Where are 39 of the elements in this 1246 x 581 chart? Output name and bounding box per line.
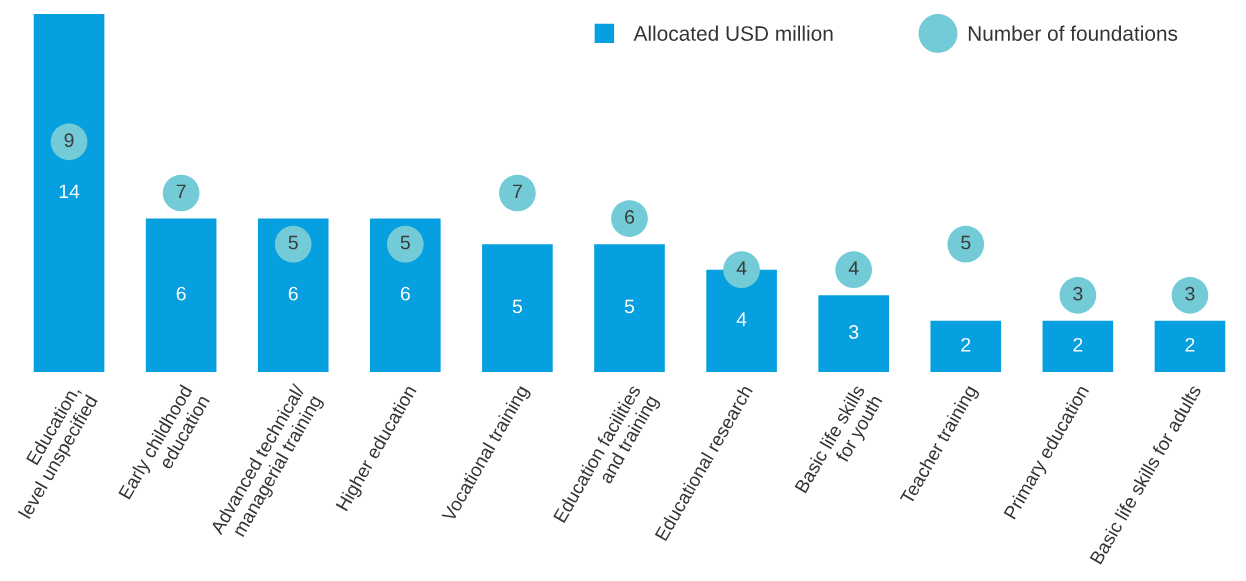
data-label: 6 (400, 286, 410, 301)
data-label: 6 (176, 286, 186, 301)
data-label: 2 (1185, 337, 1195, 352)
bar (1154, 320, 1226, 372)
data-label: 2 (961, 337, 971, 352)
data-label: 6 (288, 286, 298, 301)
data-label: 6 (625, 210, 635, 224)
data-label: 5 (400, 235, 410, 250)
bar (1042, 320, 1114, 372)
data-label: 5 (288, 235, 298, 250)
point (162, 174, 200, 212)
legend-label: Number of foundations (968, 25, 1178, 41)
point (386, 225, 424, 263)
point (611, 200, 648, 237)
data-label: 4 (848, 261, 859, 275)
data-label: 2 (1073, 337, 1083, 352)
data-label: 3 (1185, 286, 1195, 301)
data-label: 9 (64, 133, 74, 148)
data-label: 5 (961, 235, 971, 250)
data-label: 7 (513, 184, 522, 199)
bar (930, 320, 1002, 372)
point (499, 174, 536, 212)
data-label: 3 (849, 325, 859, 339)
bar (482, 244, 553, 372)
data-label: 4 (736, 312, 747, 326)
data-label: 3 (1073, 286, 1083, 301)
bar (370, 218, 441, 372)
bar (145, 218, 217, 372)
data-label: 5 (512, 299, 522, 314)
bar (594, 244, 665, 372)
data-label: 4 (736, 261, 747, 275)
data-label: 7 (176, 184, 186, 199)
data-label: 5 (624, 299, 635, 314)
bar (257, 218, 329, 372)
point (50, 123, 88, 161)
data-label: 14 (59, 184, 80, 199)
bar (33, 14, 105, 372)
bar (818, 295, 889, 372)
legend-label: Allocated USD million (633, 25, 833, 41)
